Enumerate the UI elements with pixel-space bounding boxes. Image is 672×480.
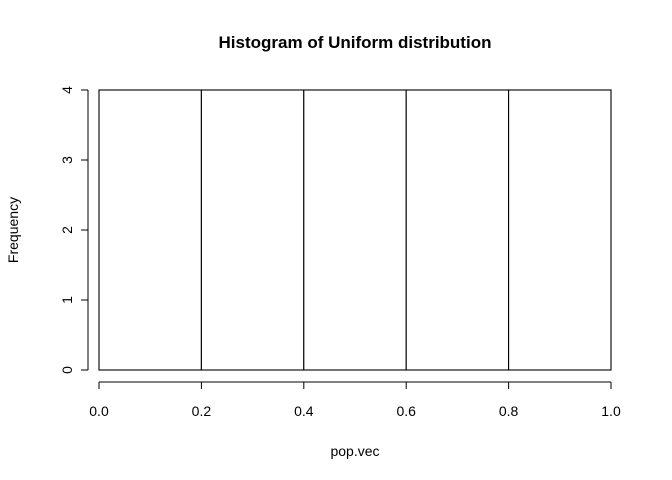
histogram-bar-2 — [303, 89, 407, 371]
y-tick-label-0: 0 — [59, 366, 75, 374]
x-tick-label-0: 0.0 — [89, 403, 109, 419]
x-tick-label-1: 0.2 — [192, 403, 212, 419]
y-tick-label-1: 1 — [59, 296, 75, 304]
histogram-bar-1 — [200, 89, 305, 371]
y-tick-label-2: 2 — [59, 226, 75, 234]
chart-title: Histogram of Uniform distribution — [219, 33, 492, 52]
x-tick-label-3: 0.6 — [396, 403, 416, 419]
x-tick-label-4: 0.8 — [499, 403, 519, 419]
bars-group — [98, 89, 612, 371]
x-tick-label-2: 0.4 — [294, 403, 314, 419]
y-axis-label: Frequency — [5, 197, 21, 263]
y-axis: 0 1 2 3 4 — [59, 86, 89, 374]
histogram-bar-0 — [98, 89, 202, 371]
y-tick-label-3: 3 — [59, 156, 75, 164]
x-axis-label: pop.vec — [330, 443, 379, 459]
histogram-bar-3 — [405, 89, 510, 371]
x-axis: 0.0 0.2 0.4 0.6 0.8 1.0 — [89, 381, 621, 419]
x-tick-label-5: 1.0 — [601, 403, 621, 419]
y-tick-label-4: 4 — [59, 86, 75, 94]
histogram-bar-4 — [508, 89, 612, 371]
